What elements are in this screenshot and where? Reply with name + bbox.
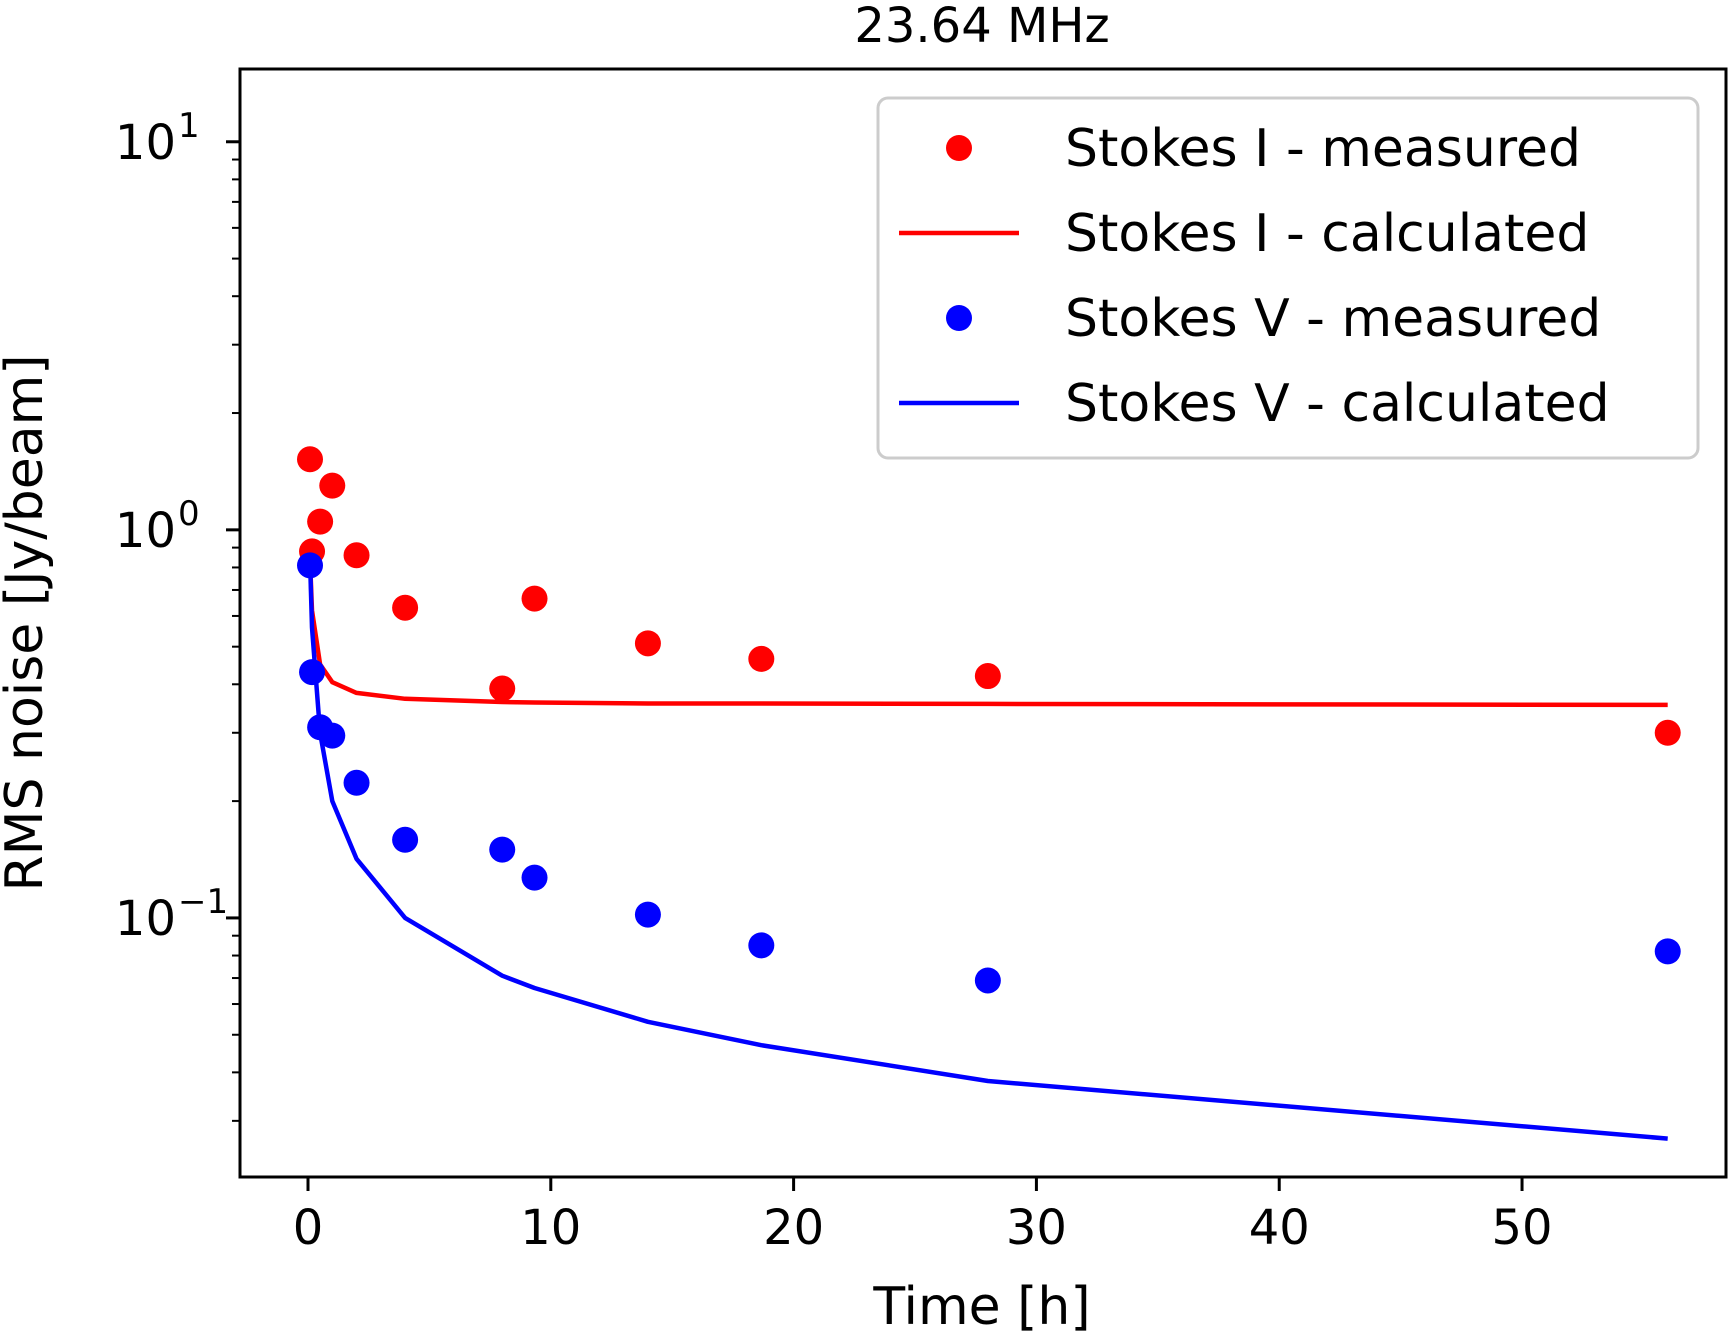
- data-point-stokes-v-measured: [521, 864, 548, 891]
- data-point-stokes-i-measured: [319, 472, 346, 499]
- data-point-stokes-v-measured: [392, 826, 419, 853]
- data-point-stokes-v-measured: [489, 836, 516, 863]
- data-point-stokes-v-measured: [634, 901, 661, 928]
- x-tick-label: 10: [520, 1200, 581, 1256]
- x-tick-label: 0: [293, 1200, 324, 1256]
- data-point-stokes-v-measured: [748, 932, 775, 959]
- legend: Stokes I - measured Stokes I - calculated…: [876, 96, 1700, 460]
- y-tick-label-base: 10: [115, 503, 176, 559]
- legend-marker-stokes-v-measured: [946, 305, 972, 331]
- legend-label: Stokes I - measured: [1065, 119, 1581, 179]
- data-point-stokes-i-measured: [307, 508, 334, 535]
- y-tick-label-exponent: 1: [178, 106, 200, 146]
- data-point-stokes-i-measured: [1654, 719, 1681, 746]
- data-point-stokes-v-measured: [297, 552, 324, 579]
- y-tick-label-exponent: 0: [178, 494, 200, 534]
- data-point-stokes-i-measured: [392, 594, 419, 621]
- data-point-stokes-v-measured: [1654, 938, 1681, 965]
- data-point-stokes-i-measured: [974, 663, 1001, 690]
- legend-box: [876, 96, 1700, 460]
- series-line-stokes-i-calculated: [307, 559, 1668, 708]
- chart-title: 23.64 MHz: [854, 0, 1109, 54]
- data-point-stokes-i-measured: [343, 542, 370, 569]
- legend-label: Stokes V - calculated: [1065, 374, 1610, 434]
- data-point-stokes-v-measured: [319, 722, 346, 749]
- legend-label: Stokes V - measured: [1065, 289, 1601, 349]
- data-point-stokes-v-measured: [343, 769, 370, 796]
- data-point-stokes-i-measured: [748, 645, 775, 672]
- data-point-stokes-v-measured: [299, 659, 326, 686]
- x-tick-label: 40: [1249, 1200, 1310, 1256]
- y-tick-label-base: 10: [115, 115, 176, 171]
- data-point-stokes-i-measured: [634, 630, 661, 657]
- data-point-stokes-i-measured: [521, 585, 548, 612]
- legend-label: Stokes I - calculated: [1065, 204, 1589, 264]
- x-tick-label: 30: [1006, 1200, 1067, 1256]
- legend-marker-stokes-i-measured: [946, 135, 972, 161]
- y-tick-label-exponent: −1: [178, 882, 228, 922]
- x-axis-label: Time [h]: [872, 1277, 1090, 1333]
- plot-area: [297, 446, 1681, 1141]
- data-point-stokes-v-measured: [974, 967, 1001, 994]
- data-point-stokes-i-measured: [297, 446, 324, 473]
- y-axis-label: RMS noise [Jy/beam]: [0, 354, 55, 891]
- x-tick-label: 50: [1492, 1200, 1553, 1256]
- y-tick-label-base: 10: [115, 891, 176, 947]
- x-tick-label: 20: [763, 1200, 824, 1256]
- data-point-stokes-i-measured: [489, 675, 516, 702]
- axes-frame: [238, 67, 1728, 1179]
- x-axis: 0 10 20 30 40 50: [293, 1177, 1553, 1256]
